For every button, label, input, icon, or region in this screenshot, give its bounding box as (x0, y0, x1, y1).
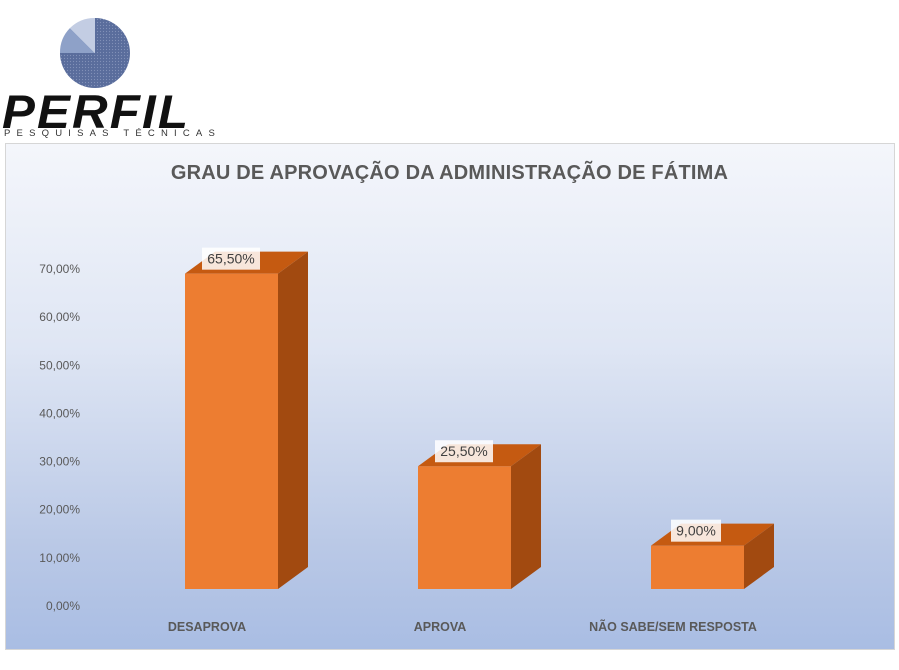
y-tick-label: 40,00% (39, 406, 80, 420)
category-label: DESAPROVA (168, 620, 246, 634)
category-label: NÃO SABE/SEM RESPOSTA (589, 619, 757, 634)
y-tick-label: 10,00% (39, 551, 80, 565)
bar-side (744, 523, 774, 589)
y-tick-label: 30,00% (39, 455, 80, 469)
chart-title: GRAU DE APROVAÇÃO DA ADMINISTRAÇÃO DE FÁ… (170, 162, 729, 184)
bar-front (185, 273, 278, 589)
category-label: APROVA (414, 620, 467, 634)
y-tick-label: 20,00% (39, 503, 80, 517)
data-label: 9,00% (676, 523, 716, 539)
bar-0 (185, 251, 308, 589)
y-tick-label: 70,00% (39, 262, 80, 276)
data-label: 65,50% (207, 251, 254, 267)
data-label-box (435, 440, 493, 463)
bar-front (651, 545, 744, 589)
y-tick-label: 50,00% (39, 358, 80, 372)
data-label-box (671, 519, 721, 542)
bar-side (278, 251, 308, 589)
logo-wordmark: PERFIL (2, 85, 191, 138)
perfil-logo: PERFIL PESQUISAS TÉCNICAS (0, 0, 215, 145)
data-label: 25,50% (440, 443, 487, 459)
bar-front (418, 466, 511, 589)
data-label-box (202, 247, 260, 270)
y-tick-label: 0,00% (46, 599, 80, 613)
bar-1 (418, 444, 541, 589)
logo-tagline: PESQUISAS TÉCNICAS (4, 128, 222, 139)
pie-logo-icon (59, 17, 130, 88)
y-tick-label: 60,00% (39, 310, 80, 324)
bar-side (511, 444, 541, 589)
